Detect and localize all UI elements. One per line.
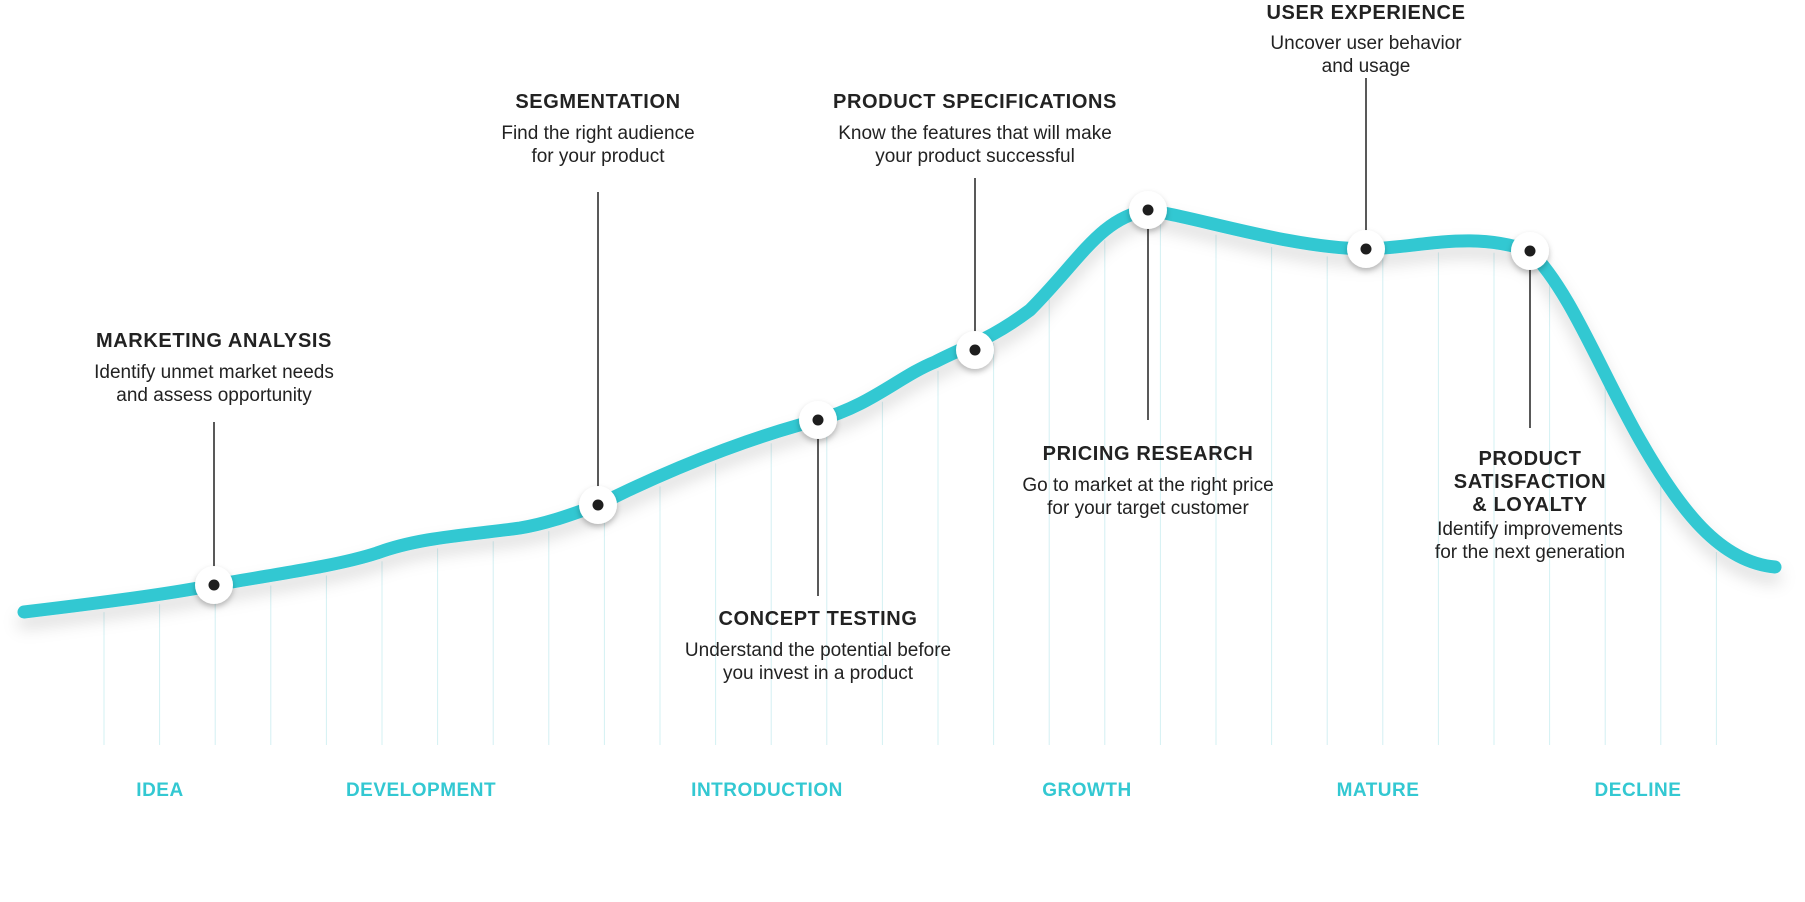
marker-segmentation [579,486,617,524]
callout-title: PRODUCT SPECIFICATIONS [833,91,1117,113]
marker-product-satisfaction [1511,232,1549,270]
background-grid-lines [103,222,1717,745]
callout-desc-line: for your target customer [1047,498,1249,519]
callout-desc-line: Go to market at the right price [1022,475,1273,496]
callout-desc-line: and usage [1322,56,1411,77]
callout-title: & LOYALTY [1472,494,1587,516]
callout-desc-line: for the next generation [1435,542,1625,563]
callout-desc-line: Find the right audience [501,123,694,144]
callout-desc-line: Know the features that will make [838,123,1112,144]
callout-desc-line: Understand the potential before [685,640,951,661]
stage-label-decline: DECLINE [1595,780,1682,801]
callout-pricing-research: PRICING RESEARCH Go to market at the rig… [1022,443,1273,519]
callout-desc-line: you invest in a product [723,663,914,684]
callout-desc-line: for your product [531,146,665,167]
callout-concept-testing: CONCEPT TESTING Understand the potential… [685,608,951,684]
stage-label-development: DEVELOPMENT [346,780,496,801]
marker-product-specifications [956,331,994,369]
callout-product-satisfaction: PRODUCT SATISFACTION & LOYALTY Identify … [1435,448,1625,563]
callout-marketing-analysis: MARKETING ANALYSIS Identify unmet market… [94,330,334,406]
stage-label-growth: GROWTH [1042,780,1132,801]
callout-desc-line: Uncover user behavior [1270,33,1462,54]
callout-title: PRODUCT [1478,448,1581,470]
callout-desc-line: Identify unmet market needs [94,362,334,383]
callout-title: SATISFACTION [1454,471,1606,493]
marker-user-experience [1347,230,1385,268]
milestone-markers [195,191,1549,604]
stage-label-idea: IDEA [136,780,183,801]
marker-marketing-analysis [195,566,233,604]
callout-title: PRICING RESEARCH [1043,443,1254,465]
stage-label-mature: MATURE [1337,780,1420,801]
callout-desc-line: and assess opportunity [116,385,312,406]
stage-labels: IDEA DEVELOPMENT INTRODUCTION GROWTH MAT… [136,780,1681,801]
callout-segmentation: SEGMENTATION Find the right audience for… [501,91,694,167]
stage-label-introduction: INTRODUCTION [691,780,843,801]
callout-product-specifications: PRODUCT SPECIFICATIONS Know the features… [833,91,1117,167]
callout-desc-line: your product successful [875,146,1075,167]
callout-title: MARKETING ANALYSIS [96,330,332,352]
callout-connectors [213,78,1531,596]
marker-concept-testing [799,401,837,439]
callout-title: SEGMENTATION [515,91,680,113]
callout-title: USER EXPERIENCE [1266,2,1465,24]
callout-user-experience: USER EXPERIENCE Uncover user behavior an… [1266,2,1465,77]
callout-title: CONCEPT TESTING [718,608,917,630]
lifecycle-curve [17,203,1782,619]
callout-desc-line: Identify improvements [1437,519,1623,540]
marker-pricing-research [1129,191,1167,229]
